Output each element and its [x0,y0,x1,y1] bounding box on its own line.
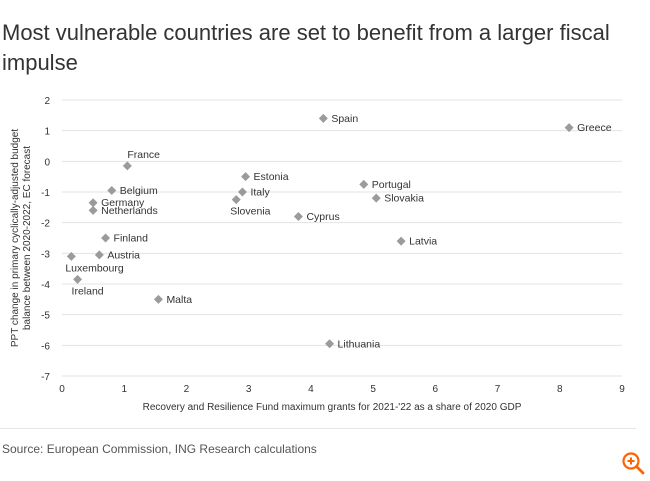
data-point-italy [237,187,247,197]
x-tick-label: 5 [370,384,376,395]
data-label-austria: Austria [107,249,140,261]
data-point-france [122,161,132,171]
zoom-in-icon[interactable] [620,450,646,476]
y-tick-label: -2 [41,219,50,230]
source-note: Source: European Commission, ING Researc… [2,442,317,456]
data-point-netherlands [88,205,98,215]
y-tick-label: 1 [44,127,50,138]
chart-svg: 2 1 0 -1 -2 -3 -4 -5 -6 -7 0 1 2 3 4 5 6 7 8 9 Recovery and … [10,96,625,413]
data-label-luxembourg: Luxembourg [65,262,124,274]
data-point-finland [101,233,111,243]
data-label-malta: Malta [166,294,192,306]
data-label-estonia: Estonia [254,171,289,183]
data-point-cyprus [293,212,303,222]
data-point-portugal [359,179,369,189]
data-label-netherlands: Netherlands [101,205,158,217]
data-point-germany [88,198,98,208]
data-label-lithuania: Lithuania [338,338,381,350]
x-tick-label: 3 [246,384,252,395]
data-point-slovenia [231,195,241,205]
x-tick-label: 6 [433,384,439,395]
data-label-finland: Finland [114,233,149,245]
data-point-latvia [396,236,406,246]
data-label-spain: Spain [331,113,358,125]
y-axis-label: balance between 2020-2022, EC forecast [22,146,33,330]
x-axis-label: Recovery and Resilience Fund maximum gra… [143,402,522,413]
data-label-cyprus: Cyprus [306,211,339,223]
x-tick-label: 7 [495,384,501,395]
data-label-slovakia: Slovakia [384,193,424,205]
x-tick-label: 9 [619,384,625,395]
data-point-spain [318,113,328,123]
data-point-estonia [241,172,251,182]
data-label-germany: Germany [101,197,145,209]
data-point-belgium [107,185,117,195]
data-label-italy: Italy [250,187,270,199]
y-tick-label: -5 [41,311,50,322]
data-point-greece [564,123,574,133]
data-point-austria [94,250,104,260]
x-tick-label: 4 [308,384,314,395]
y-axis-label: PPT change in primary cyclically-adjuste… [10,129,21,347]
x-tick-label: 2 [184,384,190,395]
chart-title: Most vulnerable countries are set to ben… [2,20,610,75]
y-tick-label: -7 [41,372,50,383]
y-tick-label: 0 [44,157,50,168]
x-tick-label: 0 [59,384,65,395]
data-label-portugal: Portugal [372,179,411,191]
y-tick-label: -6 [41,341,50,352]
y-tick-label: -3 [41,249,50,260]
data-label-slovenia: Slovenia [230,206,270,218]
data-label-france: France [127,149,160,161]
data-point-ireland [73,274,83,284]
data-point-slovakia [371,193,381,203]
divider [0,428,636,429]
data-label-belgium: Belgium [120,185,158,197]
data-label-latvia: Latvia [409,236,437,248]
y-tick-label: -4 [41,280,50,291]
data-label-greece: Greece [577,122,612,134]
y-tick-label: -1 [41,188,50,199]
y-tick-label: 2 [44,96,50,107]
x-tick-label: 8 [557,384,563,395]
data-label-ireland: Ireland [72,285,104,297]
data-point-luxembourg [66,251,76,261]
scatter-chart: 2 1 0 -1 -2 -3 -4 -5 -6 -7 0 1 2 3 4 5 6 7 8 9 Recovery and … [0,90,640,420]
x-tick-label: 1 [121,384,127,395]
data-point-malta [153,294,163,304]
data-point-lithuania [325,339,335,349]
